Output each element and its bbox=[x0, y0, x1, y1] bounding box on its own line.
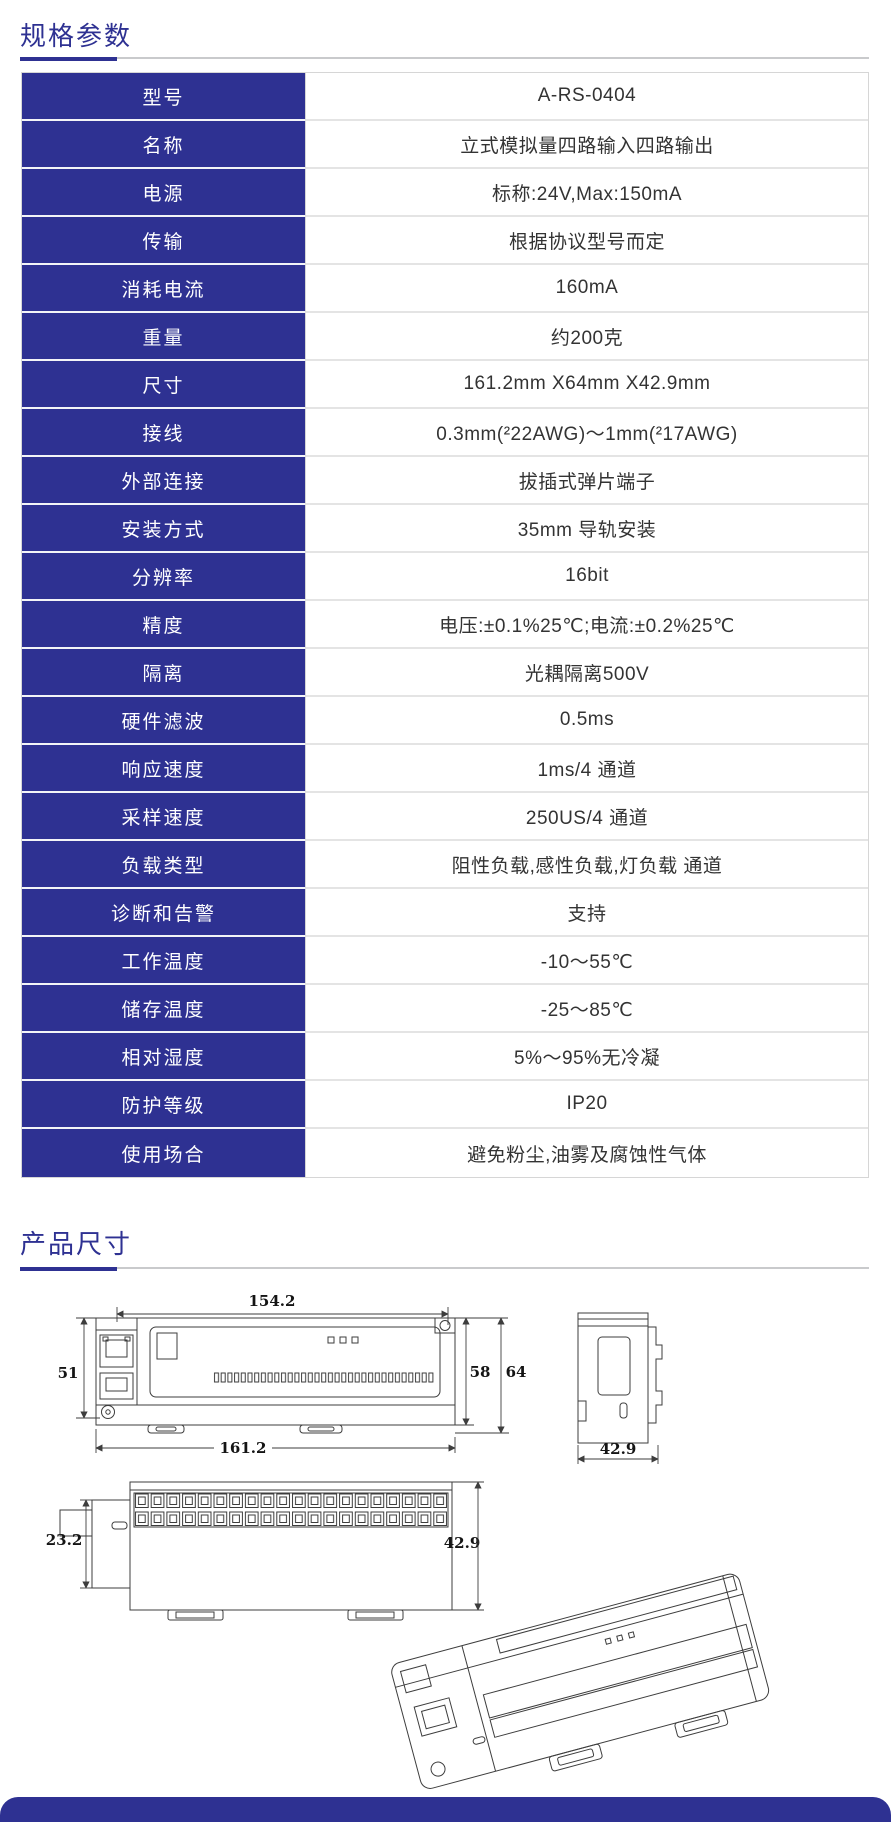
spec-value-cell: 35mm 导轨安装 bbox=[305, 505, 868, 553]
spec-value-cell: IP20 bbox=[305, 1081, 868, 1129]
dimension-label: 58 bbox=[470, 1363, 491, 1381]
spec-value-cell: 0.3mm(²22AWG)～1mm(²17AWG) bbox=[305, 409, 868, 457]
dimension-drawings: 154.2 bbox=[46, 1292, 770, 1789]
side-view-drawing: 42.9 bbox=[577, 1312, 663, 1464]
spec-label-cell: 储存温度 bbox=[22, 985, 305, 1033]
divider-gray-line bbox=[20, 1267, 869, 1269]
table-row: 接线 0.3mm(²22AWG)～1mm(²17AWG) bbox=[22, 409, 868, 457]
spec-value-cell: 避免粉尘,油雾及腐蚀性气体 bbox=[305, 1129, 868, 1177]
spec-label-cell: 型号 bbox=[22, 73, 305, 121]
spec-value-cell: 250US/4 通道 bbox=[305, 793, 868, 841]
table-row: 重量 约200克 bbox=[22, 313, 868, 361]
spec-label-cell: 相对湿度 bbox=[22, 1033, 305, 1081]
table-row: 安装方式 35mm 导轨安装 bbox=[22, 505, 868, 553]
dimension-label: 154.2 bbox=[249, 1292, 296, 1310]
spec-label-cell: 负载类型 bbox=[22, 841, 305, 889]
spec-label-cell: 响应速度 bbox=[22, 745, 305, 793]
spec-label-cell: 接线 bbox=[22, 409, 305, 457]
spec-label-cell: 尺寸 bbox=[22, 361, 305, 409]
front-view-drawing: 154.2 bbox=[58, 1292, 527, 1457]
spec-value-cell: 16bit bbox=[305, 553, 868, 601]
spec-value-cell: 160mA bbox=[305, 265, 868, 313]
spec-label-cell: 消耗电流 bbox=[22, 265, 305, 313]
spec-label-cell: 分辨率 bbox=[22, 553, 305, 601]
table-row: 硬件滤波 0.5ms bbox=[22, 697, 868, 745]
dimension-label: 42.9 bbox=[600, 1440, 637, 1458]
table-row: 传输 根据协议型号而定 bbox=[22, 217, 868, 265]
spec-label-cell: 电源 bbox=[22, 169, 305, 217]
specs-section-title: 规格参数 bbox=[20, 21, 133, 51]
spec-value-cell: 阻性负载,感性负载,灯负载 通道 bbox=[305, 841, 868, 889]
table-row: 相对湿度 5%～95%无冷凝 bbox=[22, 1033, 868, 1081]
table-row: 型号 A-RS-0404 bbox=[22, 73, 868, 121]
dimension-label: 161.2 bbox=[220, 1439, 267, 1457]
spec-label-cell: 使用场合 bbox=[22, 1129, 305, 1177]
spec-label-cell: 诊断和告警 bbox=[22, 889, 305, 937]
table-row: 隔离 光耦隔离500V bbox=[22, 649, 868, 697]
table-row: 电源 标称:24V,Max:150mA bbox=[22, 169, 868, 217]
spec-label-cell: 名称 bbox=[22, 121, 305, 169]
spec-value-cell: 光耦隔离500V bbox=[305, 649, 868, 697]
spec-label-cell: 硬件滤波 bbox=[22, 697, 305, 745]
spec-value-cell: 0.5ms bbox=[305, 697, 868, 745]
table-row: 储存温度 -25～85℃ bbox=[22, 985, 868, 1033]
table-row: 外部连接 拔插式弹片端子 bbox=[22, 457, 868, 505]
spec-label-cell: 隔离 bbox=[22, 649, 305, 697]
spec-label-cell: 精度 bbox=[22, 601, 305, 649]
table-row: 尺寸 161.2mm X64mm X42.9mm bbox=[22, 361, 868, 409]
table-row: 精度 电压:±0.1%25℃;电流:±0.2%25℃ bbox=[22, 601, 868, 649]
footer-bar bbox=[0, 1797, 891, 1822]
dimension-label: 23.2 bbox=[46, 1531, 83, 1549]
table-row: 工作温度 -10～55℃ bbox=[22, 937, 868, 985]
table-row: 诊断和告警 支持 bbox=[22, 889, 868, 937]
spec-value-cell: A-RS-0404 bbox=[305, 73, 868, 121]
dimensions-title-divider bbox=[20, 1267, 869, 1271]
spec-value-cell: 1ms/4 通道 bbox=[305, 745, 868, 793]
spec-label-cell: 防护等级 bbox=[22, 1081, 305, 1129]
specs-title-divider bbox=[20, 57, 869, 61]
spec-label-cell: 采样速度 bbox=[22, 793, 305, 841]
spec-label-cell: 传输 bbox=[22, 217, 305, 265]
isometric-view-drawing bbox=[391, 1573, 770, 1789]
divider-accent-mark bbox=[20, 1267, 117, 1271]
table-row: 采样速度 250US/4 通道 bbox=[22, 793, 868, 841]
spec-value-cell: 标称:24V,Max:150mA bbox=[305, 169, 868, 217]
dimension-label: 42.9 bbox=[444, 1534, 481, 1552]
table-row: 响应速度 1ms/4 通道 bbox=[22, 745, 868, 793]
spec-label-cell: 重量 bbox=[22, 313, 305, 361]
spec-value-cell: 5%～95%无冷凝 bbox=[305, 1033, 868, 1081]
dimensions-section-title: 产品尺寸 bbox=[20, 1229, 133, 1259]
spec-label-cell: 外部连接 bbox=[22, 457, 305, 505]
spec-value-cell: -25～85℃ bbox=[305, 985, 868, 1033]
spec-table: 型号 A-RS-0404 名称 立式模拟量四路输入四路输出 电源 标称:24V,Max:1… bbox=[21, 72, 869, 1178]
spec-value-cell: -10～55℃ bbox=[305, 937, 868, 985]
spec-value-cell: 拔插式弹片端子 bbox=[305, 457, 868, 505]
spec-value-cell: 161.2mm X64mm X42.9mm bbox=[305, 361, 868, 409]
table-row: 使用场合 避免粉尘,油雾及腐蚀性气体 bbox=[22, 1129, 868, 1177]
table-row: 分辨率 16bit bbox=[22, 553, 868, 601]
table-row: 名称 立式模拟量四路输入四路输出 bbox=[22, 121, 868, 169]
dimension-label: 51 bbox=[58, 1364, 79, 1382]
spec-value-cell: 约200克 bbox=[305, 313, 868, 361]
spec-value-cell: 支持 bbox=[305, 889, 868, 937]
spec-value-cell: 电压:±0.1%25℃;电流:±0.2%25℃ bbox=[305, 601, 868, 649]
table-row: 防护等级 IP20 bbox=[22, 1081, 868, 1129]
bottom-view-drawing: 23.2 42.9 bbox=[46, 1481, 484, 1621]
spec-value-cell: 根据协议型号而定 bbox=[305, 217, 868, 265]
table-row: 消耗电流 160mA bbox=[22, 265, 868, 313]
spec-label-cell: 工作温度 bbox=[22, 937, 305, 985]
spec-value-cell: 立式模拟量四路输入四路输出 bbox=[305, 121, 868, 169]
divider-accent-mark bbox=[20, 57, 117, 61]
divider-gray-line bbox=[20, 57, 869, 59]
dimension-label: 64 bbox=[506, 1363, 527, 1381]
spec-label-cell: 安装方式 bbox=[22, 505, 305, 553]
table-row: 负载类型 阻性负载,感性负载,灯负载 通道 bbox=[22, 841, 868, 889]
